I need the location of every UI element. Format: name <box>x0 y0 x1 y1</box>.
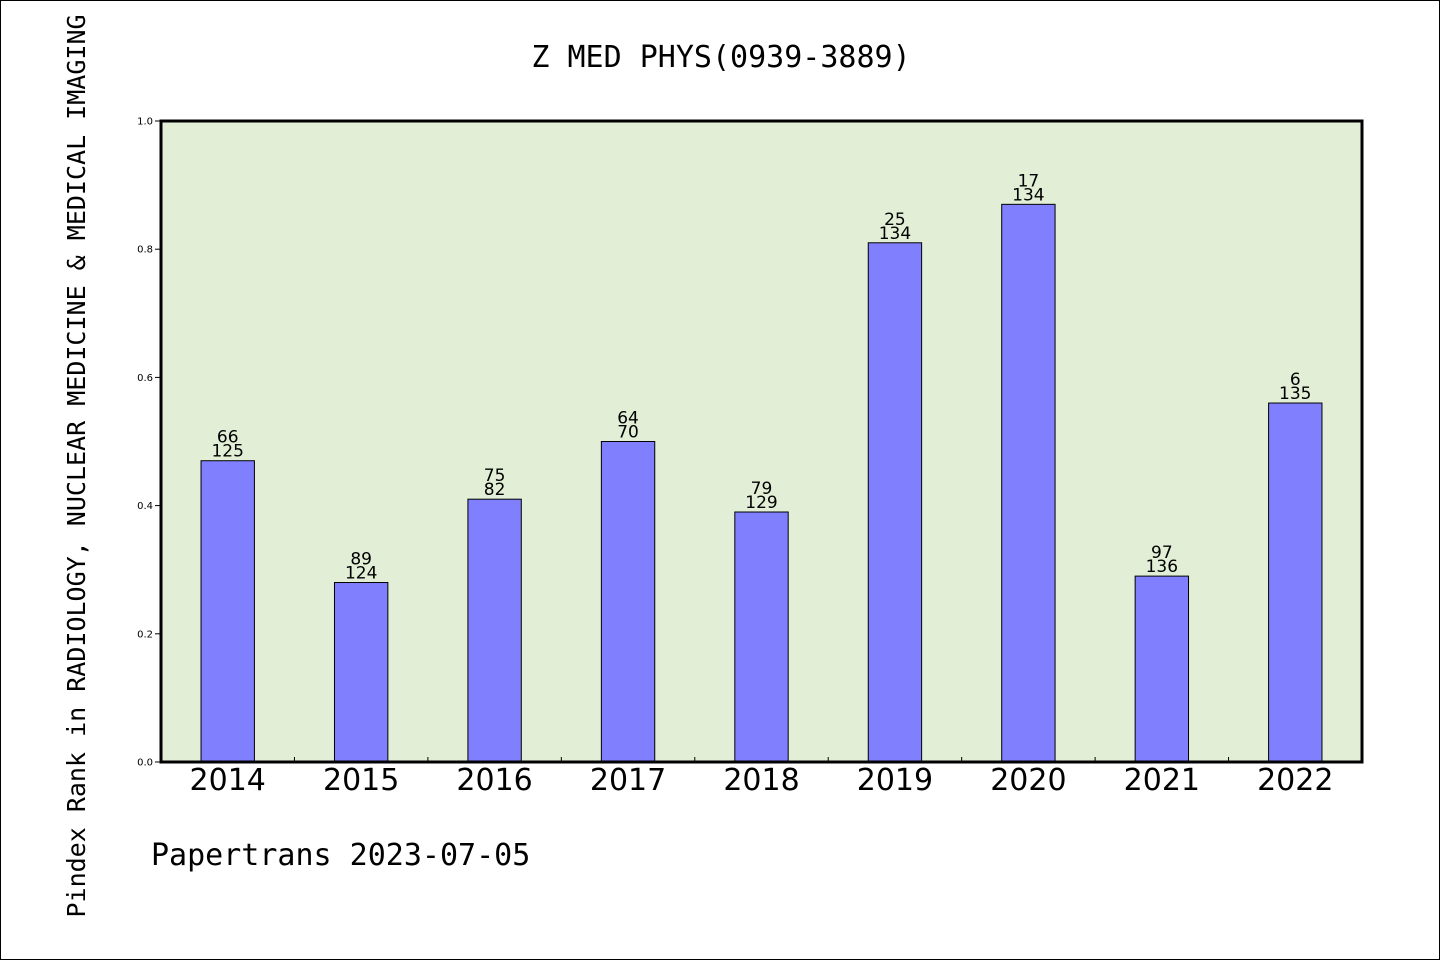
total-label-2014: 125 <box>211 442 243 462</box>
total-label-2017: 70 <box>617 423 639 443</box>
bar-2021 <box>1134 575 1190 763</box>
x-tick-label-2015: 2015 <box>323 763 399 798</box>
y-tick-label-0.6: 0.6 <box>137 373 153 384</box>
total-label-2015: 124 <box>345 564 377 584</box>
y-axis-label: Pindex Rank in RADIOLOGY, NUCLEAR MEDICI… <box>62 14 91 917</box>
bar-2019 <box>867 242 923 763</box>
rank-label-2020: 17 <box>1018 171 1040 191</box>
footer-text: Papertrans 2023-07-05 <box>151 838 530 873</box>
y-tick-label-0.4: 0.4 <box>137 501 153 512</box>
total-label-2022: 135 <box>1279 384 1311 404</box>
rank-label-2022: 6 <box>1290 370 1301 390</box>
rank-label-2016: 75 <box>484 466 506 486</box>
bars-group <box>200 203 1323 763</box>
y-tick-label-0.0: 0.0 <box>137 758 153 769</box>
bar-2014 <box>200 460 255 763</box>
total-label-2021: 136 <box>1146 557 1178 577</box>
x-tick-label-2022: 2022 <box>1257 763 1333 798</box>
data-labels: 6612589124758264707912925134171349713661… <box>211 171 1311 583</box>
y-tick-label-1.0: 1.0 <box>137 117 153 128</box>
bar-2016 <box>467 498 522 763</box>
total-label-2018: 129 <box>745 493 777 513</box>
total-label-2019: 134 <box>879 224 911 244</box>
x-tick-label-2019: 2019 <box>857 763 933 798</box>
x-tick-label-2018: 2018 <box>723 763 799 798</box>
bar-2020 <box>1001 203 1056 763</box>
bar-2018 <box>734 511 789 763</box>
bar-2017 <box>600 441 656 763</box>
x-tick-label-2016: 2016 <box>456 763 532 798</box>
rank-label-2019: 25 <box>884 210 906 230</box>
y-tick-label-0.2: 0.2 <box>137 629 153 640</box>
y-tick-label-0.8: 0.8 <box>137 245 153 256</box>
x-tick-labels: 2014 2015 2016 2017 2018 2019 2020 2021 2022 <box>190 757 1333 798</box>
total-label-2016: 82 <box>484 480 506 500</box>
rank-label-2014: 66 <box>217 428 239 448</box>
rank-label-2018: 79 <box>751 479 773 499</box>
x-tick-label-2014: 2014 <box>190 763 266 798</box>
x-tick-label-2020: 2020 <box>990 763 1066 798</box>
rank-label-2015: 89 <box>350 550 372 570</box>
plot-border <box>159 119 1364 764</box>
rank-label-2021: 97 <box>1151 543 1173 563</box>
total-label-2020: 134 <box>1012 185 1044 205</box>
bar-2022 <box>1268 402 1323 763</box>
y-tick-labels: 0.0 0.2 0.4 0.6 0.8 1.0 <box>137 117 161 769</box>
x-tick-label-2021: 2021 <box>1124 763 1200 798</box>
bar-2015 <box>333 582 389 763</box>
chart-title: Z MED PHYS(0939-3889) <box>531 40 910 75</box>
x-tick-label-2017: 2017 <box>590 763 666 798</box>
rank-label-2017: 64 <box>617 409 639 429</box>
